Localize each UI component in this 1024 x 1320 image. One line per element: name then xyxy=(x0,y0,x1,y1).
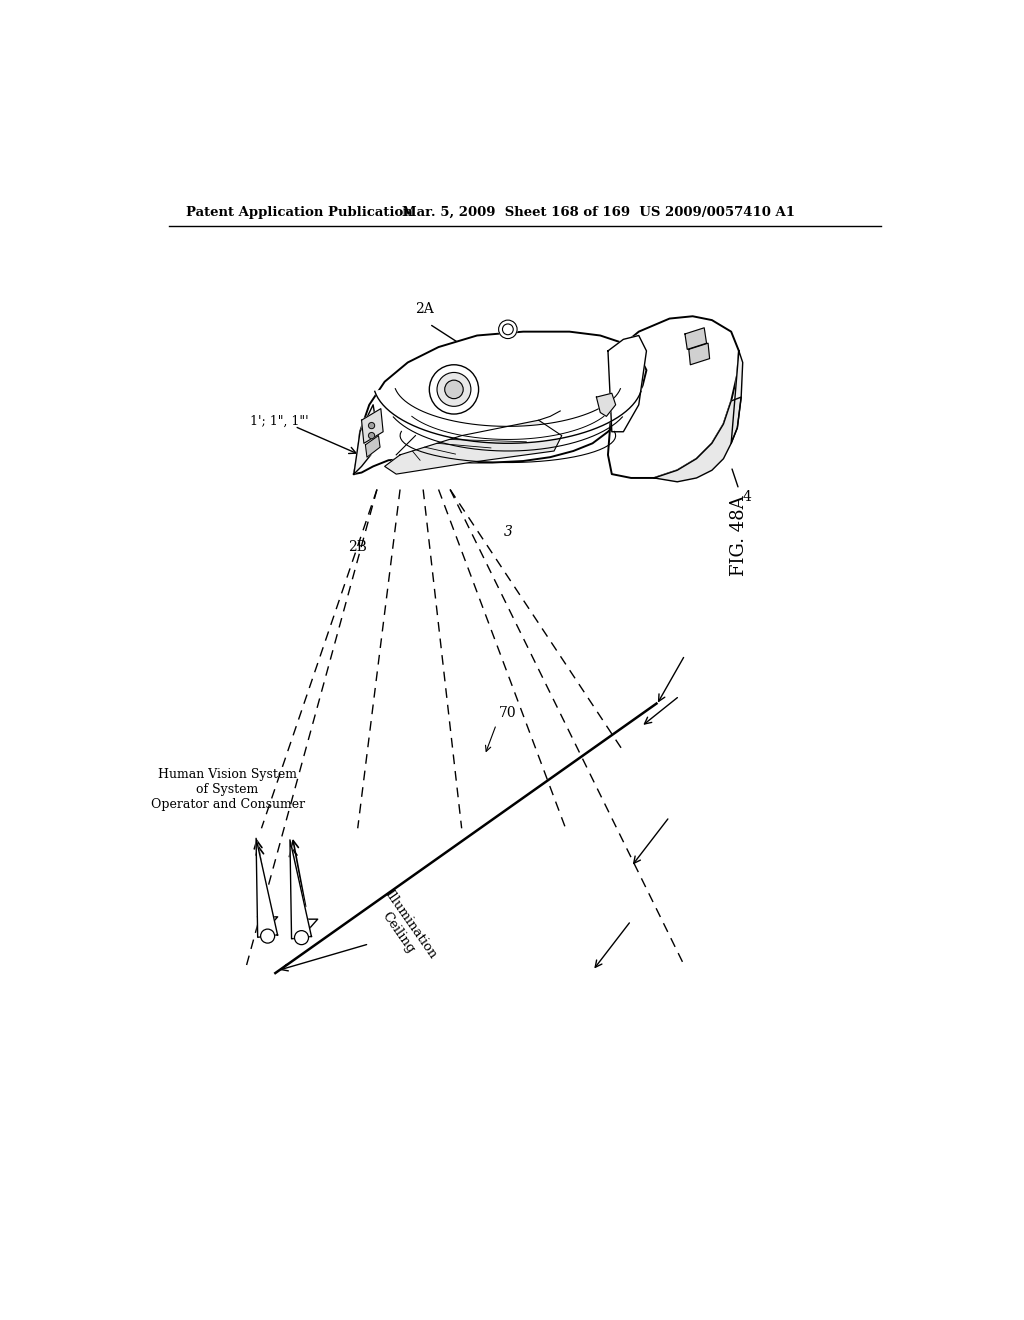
Polygon shape xyxy=(256,838,278,937)
Polygon shape xyxy=(654,397,741,482)
Text: 3: 3 xyxy=(504,525,512,539)
Polygon shape xyxy=(290,840,311,939)
Polygon shape xyxy=(685,327,707,350)
Polygon shape xyxy=(375,388,641,444)
Circle shape xyxy=(503,323,513,335)
Polygon shape xyxy=(385,420,562,474)
Text: 1'; 1", 1"': 1'; 1", 1"' xyxy=(250,416,308,428)
Circle shape xyxy=(369,422,375,429)
Polygon shape xyxy=(354,331,646,474)
Text: 4: 4 xyxy=(742,490,752,504)
Circle shape xyxy=(429,364,478,414)
Text: Illumination
Ceiling: Illumination Ceiling xyxy=(369,887,438,970)
Text: 2A: 2A xyxy=(416,302,434,317)
Circle shape xyxy=(499,319,517,339)
Polygon shape xyxy=(596,393,615,416)
Text: Human Vision System
of System
Operator and Consumer: Human Vision System of System Operator a… xyxy=(151,768,305,812)
Text: 70: 70 xyxy=(499,706,517,719)
Circle shape xyxy=(437,372,471,407)
Text: 2B: 2B xyxy=(348,540,367,554)
Circle shape xyxy=(444,380,463,399)
Polygon shape xyxy=(258,917,278,928)
Polygon shape xyxy=(354,405,377,474)
Polygon shape xyxy=(731,351,742,444)
Text: Mar. 5, 2009  Sheet 168 of 169  US 2009/0057410 A1: Mar. 5, 2009 Sheet 168 of 169 US 2009/00… xyxy=(401,206,795,219)
Circle shape xyxy=(369,433,375,438)
Circle shape xyxy=(261,929,274,942)
Polygon shape xyxy=(608,317,739,478)
Text: FIG. 48A: FIG. 48A xyxy=(730,495,748,576)
Circle shape xyxy=(295,931,308,945)
Polygon shape xyxy=(608,335,646,432)
Polygon shape xyxy=(689,343,710,364)
Polygon shape xyxy=(295,919,317,932)
Text: Patent Application Publication: Patent Application Publication xyxy=(186,206,413,219)
Polygon shape xyxy=(366,436,380,457)
Polygon shape xyxy=(361,409,383,444)
